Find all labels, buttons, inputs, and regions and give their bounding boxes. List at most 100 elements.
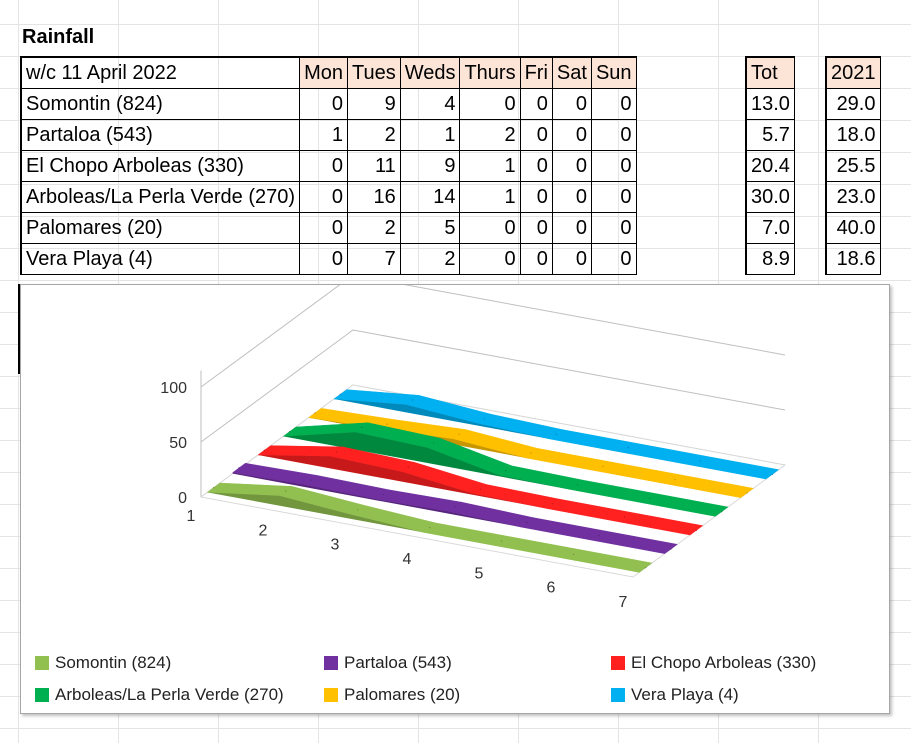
legend-label: El Chopo Arboleas (330) [631,653,817,672]
year-2021-cell[interactable]: 29.0 [825,88,881,120]
data-point [458,433,460,435]
rain-value-cell[interactable]: 0 [299,212,348,244]
legend-item[interactable]: Partaloa (543) [324,653,452,673]
rain-value-cell[interactable]: 1 [459,181,521,213]
rain-value-cell[interactable]: 0 [551,243,592,275]
rain-value-cell[interactable]: 0 [299,88,348,120]
rain-value-cell[interactable]: 14 [399,181,461,213]
total-cell[interactable]: 7.0 [744,212,795,244]
week-header[interactable]: w/c 11 April 2022 [20,56,301,89]
rain-value-cell[interactable]: 0 [590,88,637,120]
ribbon-front-face [334,399,766,479]
year-header[interactable]: 2021 [825,56,881,89]
data-point [335,450,337,453]
day-header-sun[interactable]: Sun [590,56,637,89]
rain-value-cell[interactable]: 0 [519,243,553,275]
rain-value-cell[interactable]: 0 [459,243,521,275]
chart-canvas: 0 50 100 1 2 3 4 5 6 7 [160,285,787,611]
rain-value-cell[interactable]: 0 [519,119,553,151]
rain-value-cell[interactable]: 0 [299,181,348,213]
year-2021-cell[interactable]: 23.0 [825,181,881,213]
day-header-thurs[interactable]: Thurs [459,56,521,89]
station-name-cell[interactable]: Vera Playa (4) [20,243,301,275]
rain-value-cell[interactable]: 16 [346,181,401,213]
data-point [433,442,435,444]
rain-value-cell[interactable]: 0 [519,212,553,244]
x-tick-label: 5 [475,565,484,582]
day-header-sat[interactable]: Sat [551,56,592,89]
day-header-tues[interactable]: Tues [346,56,401,89]
year-2021-cell[interactable]: 18.6 [825,243,881,275]
rain-value-cell[interactable]: 1 [299,119,348,151]
year-2021-cell[interactable]: 40.0 [825,212,881,244]
rain-value-cell[interactable]: 0 [590,212,637,244]
total-cell[interactable]: 20.4 [744,150,795,182]
day-header-fri[interactable]: Fri [519,56,553,89]
station-name-cell[interactable]: Somontin (824) [20,88,301,120]
rain-value-cell[interactable]: 4 [399,88,461,120]
rain-value-cell[interactable]: 7 [346,243,401,275]
data-point [746,492,748,494]
tot-header[interactable]: Tot [744,56,795,89]
total-cell[interactable]: 5.7 [744,119,795,151]
total-cell[interactable]: 13.0 [744,88,795,120]
rain-value-cell[interactable]: 9 [346,88,401,120]
year-2021-column: 2021 29.0 18.0 25.5 23.0 40.0 18.6 [825,56,881,275]
rain-value-cell[interactable]: 0 [551,119,592,151]
day-header-weds[interactable]: Weds [399,56,461,89]
rain-value-cell[interactable]: 5 [399,212,461,244]
ribbon-segment [592,530,678,554]
rain-value-cell[interactable]: 0 [551,181,592,213]
rain-value-cell[interactable]: 0 [551,88,592,120]
data-point [505,469,507,472]
legend-item[interactable]: Palomares (20) [324,685,460,705]
rain-value-cell[interactable]: 0 [590,150,637,182]
station-name-cell[interactable]: Palomares (20) [20,212,301,244]
rain-value-cell[interactable]: 0 [519,150,553,182]
legend-swatch [35,656,49,670]
year-2021-cell[interactable]: 25.5 [825,150,881,182]
rain-value-cell[interactable]: 2 [346,212,401,244]
rain-value-cell[interactable]: 0 [551,212,592,244]
data-point [386,423,388,425]
ribbon-segment [566,549,653,573]
rain-value-cell[interactable]: 2 [459,119,521,151]
rain-value-cell[interactable]: 0 [299,150,348,182]
legend-item[interactable]: Somontin (824) [35,653,171,673]
station-name-cell[interactable]: Arboleas/La Perla Verde (270) [20,181,301,213]
total-cell[interactable]: 8.9 [744,243,795,275]
sheet-title[interactable]: Rainfall [22,26,95,48]
legend-item[interactable]: Vera Playa (4) [611,685,739,705]
rain-value-cell[interactable]: 2 [399,243,461,275]
rain-value-cell[interactable]: 1 [399,119,461,151]
day-header-mon[interactable]: Mon [299,56,348,89]
legend-item[interactable]: El Chopo Arboleas (330) [611,653,816,673]
rain-value-cell[interactable]: 0 [459,212,521,244]
legend-swatch [611,688,625,702]
rain-value-cell[interactable]: 0 [590,119,637,151]
data-point [670,548,672,550]
rain-value-cell[interactable]: 0 [551,150,592,182]
rain-value-cell[interactable]: 2 [346,119,401,151]
rain-value-cell[interactable]: 1 [459,150,521,182]
data-point [289,431,291,433]
station-name-cell[interactable]: El Chopo Arboleas (330) [20,150,301,182]
rainfall-chart[interactable]: 0 50 100 1 2 3 4 5 6 7 Somontin (824) Partaloa (54… [20,284,890,714]
rain-value-cell[interactable]: 0 [590,243,637,275]
table-left-border [18,284,20,374]
series-ribbon [282,422,729,517]
rain-value-cell[interactable]: 11 [346,150,401,182]
year-2021-cell[interactable]: 18.0 [825,119,881,151]
rain-value-cell[interactable]: 0 [299,243,348,275]
rain-value-cell[interactable]: 0 [459,88,521,120]
station-name-cell[interactable]: Partaloa (543) [20,119,301,151]
rain-value-cell[interactable]: 0 [590,181,637,213]
rain-value-cell[interactable]: 0 [519,181,553,213]
data-point [339,393,341,395]
data-point [573,553,575,555]
data-point [577,484,579,486]
rain-value-cell[interactable]: 0 [519,88,553,120]
legend-item[interactable]: Arboleas/La Perla Verde (270) [35,685,284,705]
rain-value-cell[interactable]: 9 [399,150,461,182]
total-cell[interactable]: 30.0 [744,181,795,213]
